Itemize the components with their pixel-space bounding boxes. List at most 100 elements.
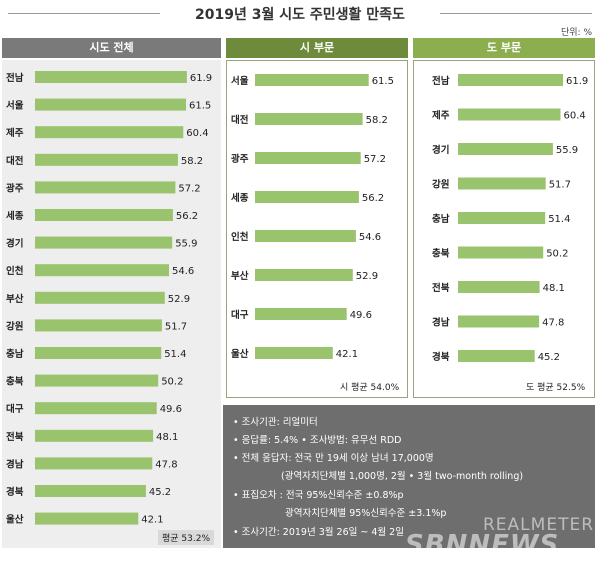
value-label: 50.2 — [546, 249, 568, 260]
bar — [35, 181, 176, 194]
category-label: 광주 — [231, 153, 249, 165]
value-label: 60.4 — [186, 128, 208, 139]
panel-city-average: 시 평균 54.0% — [340, 383, 400, 393]
bar — [458, 177, 546, 190]
panel-all-average: 평균 53.2% — [158, 530, 215, 545]
value-label: 42.1 — [141, 515, 163, 526]
info-line-respondents-detail: (광역자치단체별 1,000명, 2월 • 3월 two-month rolli… — [281, 471, 524, 482]
bar — [35, 98, 186, 111]
sbnnews-watermark: SBNNEWS — [405, 530, 560, 560]
bar — [255, 74, 369, 86]
value-label: 58.2 — [181, 156, 203, 167]
value-label: 60.4 — [564, 111, 586, 122]
value-label: 56.2 — [362, 193, 384, 204]
value-label: 57.2 — [178, 183, 200, 194]
survey-info-box: • 조사기관: 리얼미터 • 응답률: 5.4% • 조사방법: 유무선 RDD… — [223, 405, 595, 548]
bar — [35, 374, 159, 387]
category-label: 세종 — [6, 210, 24, 222]
bar — [458, 315, 540, 328]
category-label: 울산 — [231, 348, 249, 360]
bar — [35, 71, 187, 83]
value-label: 61.5 — [372, 76, 394, 87]
value-label: 47.8 — [155, 459, 177, 470]
panel-city-header: 시 부문 — [226, 38, 408, 58]
value-label: 55.9 — [556, 145, 578, 156]
bar — [458, 350, 535, 362]
info-line-sampling-error-regional: 광역자치단체별 95%신뢰수준 ±3.1%p — [285, 508, 447, 519]
category-label: 전북 — [6, 431, 24, 443]
bar — [35, 347, 162, 359]
chart-title: 2019년 3월 시도 주민생활 만족도 — [195, 7, 405, 23]
category-label: 서울 — [231, 75, 249, 87]
value-label: 50.2 — [161, 377, 183, 388]
bar — [35, 153, 178, 166]
value-label: 54.6 — [359, 232, 381, 243]
value-label: 52.9 — [356, 271, 378, 282]
category-label: 강원 — [6, 320, 23, 332]
info-line-response: • 응답률: 5.4% • 조사방법: 유무선 RDD — [233, 435, 402, 446]
category-label: 인천 — [231, 232, 248, 243]
bar — [255, 152, 361, 164]
panel-city-chart: 서울 61.5 대전 58.2 광주 57.2 세종 56.2 인천 54.6 부산 52.9 대구 49… — [231, 74, 394, 360]
panel-province-header: 도 부문 — [413, 38, 595, 58]
value-label: 48.1 — [543, 283, 565, 294]
category-label: 울산 — [6, 514, 24, 526]
category-label: 경북 — [6, 486, 24, 498]
bar — [255, 347, 333, 359]
category-label: 전북 — [432, 282, 450, 294]
category-label: 충남 — [432, 213, 450, 225]
value-label: 51.7 — [165, 321, 187, 332]
category-label: 강원 — [432, 179, 449, 191]
bar — [255, 269, 353, 281]
category-label: 충북 — [432, 248, 450, 260]
value-label: 42.1 — [336, 349, 358, 360]
value-label: 61.9 — [566, 76, 588, 87]
info-line-respondents: • 전체 응답자: 전국 만 19세 이상 남녀 17,000명 — [233, 453, 434, 464]
category-label: 경북 — [432, 351, 450, 363]
bar — [458, 246, 544, 259]
unit-label: 단위: % — [560, 28, 592, 38]
category-label: 전남 — [6, 72, 24, 84]
value-label: 61.5 — [189, 101, 211, 112]
bar — [255, 308, 347, 320]
value-label: 56.2 — [176, 211, 198, 222]
category-label: 충북 — [6, 376, 24, 388]
bar — [458, 108, 561, 121]
category-label: 경남 — [432, 317, 450, 329]
category-label: 대전 — [231, 114, 248, 126]
bar — [35, 402, 157, 415]
bar — [255, 191, 359, 203]
category-label: 경남 — [6, 458, 24, 470]
value-label: 52.9 — [168, 294, 190, 305]
bar — [35, 264, 169, 277]
bar — [35, 291, 165, 304]
category-label: 서울 — [6, 100, 24, 112]
value-label: 57.2 — [364, 154, 386, 165]
category-label: 제주 — [432, 110, 450, 122]
bar — [458, 281, 540, 293]
category-label: 광주 — [6, 182, 24, 194]
category-label: 전남 — [432, 75, 450, 87]
bar — [35, 209, 173, 221]
value-label: 48.1 — [156, 432, 178, 443]
value-label: 54.6 — [172, 266, 194, 277]
category-label: 경기 — [432, 144, 449, 156]
category-label: 부산 — [6, 293, 24, 305]
panel-province-average: 도 평균 52.5% — [526, 383, 586, 393]
value-label: 61.9 — [190, 73, 212, 84]
category-label: 제주 — [6, 127, 24, 139]
info-line-sampling-error: • 표집오차 : 전국 95%신뢰수준 ±0.8%p — [233, 490, 404, 501]
title-rule-right — [440, 13, 592, 14]
value-label: 55.9 — [175, 239, 197, 250]
info-line-period: • 조사기간: 2019년 3월 26일 ~ 4월 2일 — [233, 527, 404, 538]
value-label: 45.2 — [538, 352, 560, 363]
value-label: 45.2 — [149, 487, 171, 498]
value-label: 51.7 — [549, 180, 571, 191]
category-label: 경기 — [6, 238, 23, 250]
category-label: 인천 — [6, 266, 23, 277]
bar — [35, 126, 184, 139]
category-label: 부산 — [231, 270, 249, 282]
value-label: 47.8 — [542, 318, 564, 329]
bar — [255, 230, 356, 242]
category-label: 충남 — [6, 348, 24, 360]
